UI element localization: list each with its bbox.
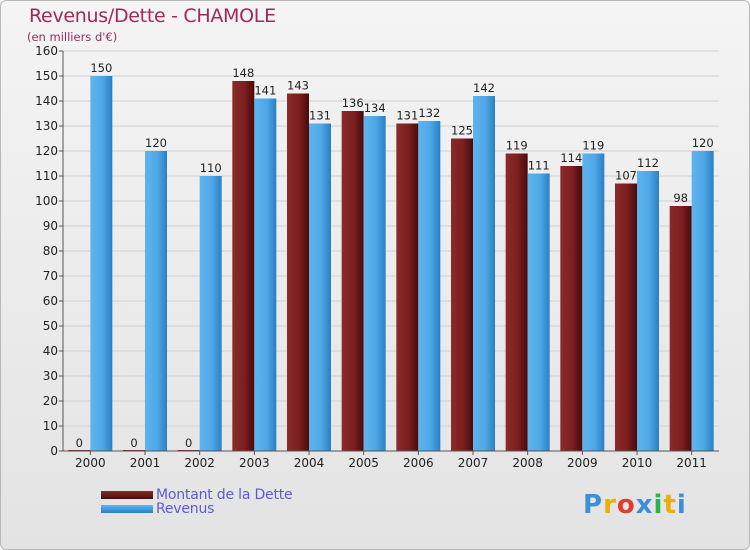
y-tick-label: 80 bbox=[43, 244, 58, 258]
debt-bar bbox=[232, 81, 255, 451]
debt-bar bbox=[287, 93, 309, 451]
revenue-value-label: 142 bbox=[473, 81, 495, 95]
debt-value-label: 0 bbox=[76, 436, 83, 450]
revenue-value-label: 119 bbox=[582, 139, 604, 153]
y-tick-label: 70 bbox=[43, 269, 58, 283]
bars-layer bbox=[68, 76, 714, 451]
x-tick-label: 2002 bbox=[184, 456, 215, 470]
revenue-bar bbox=[309, 123, 331, 451]
x-tick-label: 2005 bbox=[348, 456, 379, 470]
chart-subtitle: (en milliers d'€) bbox=[27, 30, 118, 44]
y-tick-label: 150 bbox=[35, 69, 58, 83]
legend-item-debt: Montant de la Dette bbox=[101, 487, 293, 503]
debt-bar bbox=[341, 111, 364, 451]
revenue-bar bbox=[363, 116, 386, 451]
legend-item-revenue: Revenus bbox=[101, 501, 215, 517]
revenue-bar bbox=[145, 151, 167, 451]
revenue-bar bbox=[418, 121, 441, 451]
revenue-bar bbox=[691, 151, 714, 451]
y-tick-label: 40 bbox=[43, 344, 58, 358]
revenue-value-label: 132 bbox=[418, 106, 440, 120]
x-tick-label: 2007 bbox=[458, 456, 489, 470]
revenue-bar bbox=[473, 96, 495, 451]
y-tick-label: 60 bbox=[43, 294, 58, 308]
debt-value-label: 148 bbox=[232, 66, 254, 80]
y-tick-label: 30 bbox=[43, 369, 58, 383]
revenue-bar bbox=[637, 171, 659, 451]
y-tick-label: 140 bbox=[35, 94, 58, 108]
debt-bar bbox=[451, 138, 473, 451]
debt-value-label: 107 bbox=[615, 169, 637, 183]
x-tick-label: 2000 bbox=[75, 456, 106, 470]
revenue-bar bbox=[199, 176, 222, 451]
y-tick-label: 0 bbox=[50, 444, 58, 458]
debt-value-label: 0 bbox=[130, 436, 137, 450]
revenue-value-label: 150 bbox=[90, 61, 112, 75]
x-tick-label: 2010 bbox=[622, 456, 653, 470]
logo-letter: t bbox=[663, 490, 677, 520]
y-tick-label: 50 bbox=[43, 319, 58, 333]
logo-letter: o bbox=[616, 490, 636, 520]
revenue-value-label: 134 bbox=[364, 101, 386, 115]
debt-value-label: 125 bbox=[451, 124, 473, 138]
revenue-bar bbox=[90, 76, 113, 451]
debt-value-label: 98 bbox=[673, 191, 688, 205]
debt-bar bbox=[505, 153, 528, 451]
revenue-value-label: 110 bbox=[200, 161, 222, 175]
logo-letter: r bbox=[603, 490, 617, 520]
logo-letter: i bbox=[676, 490, 687, 520]
y-tick-label: 130 bbox=[35, 119, 58, 133]
debt-bar bbox=[396, 123, 419, 451]
x-tick-label: 2009 bbox=[567, 456, 598, 470]
revenue-value-label: 120 bbox=[145, 136, 167, 150]
legend-swatch-revenue bbox=[101, 505, 153, 513]
revenue-value-label: 111 bbox=[528, 159, 550, 173]
legend-label-revenue: Revenus bbox=[156, 501, 215, 517]
y-tick-label: 10 bbox=[43, 419, 58, 433]
revenue-bar bbox=[582, 153, 605, 451]
debt-value-label: 119 bbox=[506, 139, 528, 153]
debt-bar bbox=[615, 183, 637, 451]
logo-letter: x bbox=[635, 490, 654, 520]
y-tick-label: 100 bbox=[35, 194, 58, 208]
x-tick-label: 2006 bbox=[403, 456, 434, 470]
debt-value-label: 143 bbox=[287, 79, 309, 93]
revenue-value-label: 131 bbox=[309, 109, 331, 123]
revenue-value-label: 141 bbox=[254, 84, 276, 98]
x-tick-label: 2008 bbox=[512, 456, 543, 470]
debt-value-label: 131 bbox=[396, 109, 418, 123]
debt-bar bbox=[560, 166, 583, 451]
grid-layer bbox=[63, 50, 719, 452]
debt-bar bbox=[669, 206, 692, 451]
y-tick-label: 90 bbox=[43, 219, 58, 233]
revenue-value-label: 120 bbox=[692, 136, 714, 150]
x-tick-label: 2004 bbox=[294, 456, 325, 470]
chart-title: Revenus/Dette - CHAMOLE bbox=[29, 5, 276, 27]
proxiti-logo: Proxiti bbox=[583, 490, 687, 520]
logo-letter: P bbox=[583, 490, 604, 520]
y-tick-label: 120 bbox=[35, 144, 58, 158]
x-tick-label: 2011 bbox=[676, 456, 707, 470]
legend-swatch-debt bbox=[101, 491, 153, 499]
y-tick-label: 160 bbox=[35, 44, 58, 58]
debt-value-label: 114 bbox=[560, 151, 582, 165]
revenue-bar bbox=[527, 173, 550, 451]
y-tick-label: 110 bbox=[35, 169, 58, 183]
legend-label-debt: Montant de la Dette bbox=[156, 487, 293, 503]
debt-value-label: 0 bbox=[185, 436, 192, 450]
revenue-value-label: 112 bbox=[637, 156, 659, 170]
x-tick-label: 2003 bbox=[239, 456, 270, 470]
y-tick-label: 20 bbox=[43, 394, 58, 408]
revenue-bar bbox=[254, 98, 277, 451]
debt-value-label: 136 bbox=[342, 96, 364, 110]
x-tick-label: 2001 bbox=[130, 456, 161, 470]
axis-layer: 0 10 20 30 40 50 60 70 80 90 100 110 120 130 140 150 160… bbox=[35, 44, 719, 470]
logo-letter: i bbox=[653, 490, 664, 520]
